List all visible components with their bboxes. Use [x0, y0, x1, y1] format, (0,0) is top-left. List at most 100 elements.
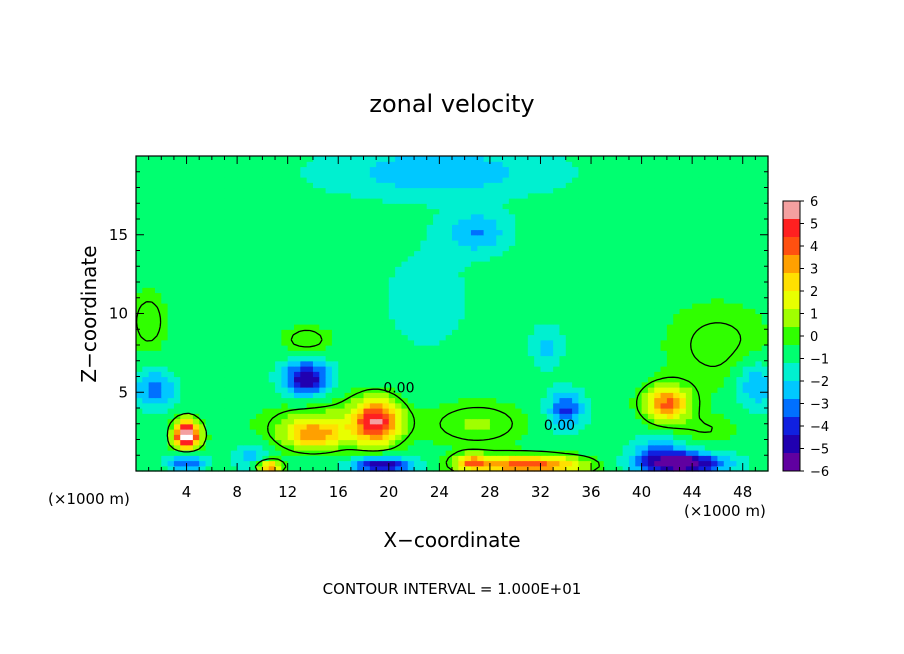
- heatmap-cell: [414, 455, 421, 462]
- heatmap-cell: [395, 303, 403, 309]
- heatmap-cell: [331, 261, 339, 267]
- heatmap-cell: [654, 213, 662, 220]
- heatmap-cell: [154, 240, 162, 246]
- heatmap-cell: [654, 460, 662, 467]
- heatmap-cell: [591, 392, 598, 399]
- heatmap-cell: [749, 376, 756, 383]
- heatmap-cell: [540, 266, 548, 273]
- heatmap-cell: [698, 366, 706, 372]
- heatmap-cell: [224, 266, 232, 273]
- heatmap-cell: [249, 460, 257, 467]
- heatmap-cell: [300, 213, 308, 220]
- heatmap-cell: [243, 271, 251, 278]
- heatmap-cell: [685, 313, 693, 320]
- heatmap-cell: [622, 392, 630, 399]
- heatmap-cell: [407, 276, 415, 283]
- heatmap-cell: [685, 423, 693, 430]
- heatmap-cell: [540, 392, 548, 399]
- heatmap-cell: [515, 339, 523, 346]
- heatmap-cell: [249, 371, 257, 378]
- heatmap-cell: [136, 282, 143, 288]
- heatmap-cell: [717, 250, 725, 257]
- heatmap-cell: [496, 271, 504, 278]
- heatmap-cell: [534, 376, 542, 383]
- heatmap-cell: [546, 213, 554, 220]
- heatmap-cell: [692, 318, 700, 325]
- heatmap-cell: [641, 282, 649, 288]
- heatmap-cell: [237, 418, 245, 425]
- heatmap-cell: [464, 234, 472, 241]
- heatmap-cell: [142, 366, 150, 372]
- heatmap-cell: [382, 208, 390, 215]
- heatmap-cell: [192, 287, 200, 294]
- heatmap-cell: [312, 455, 320, 462]
- heatmap-cell: [154, 334, 162, 341]
- heatmap-cell: [325, 439, 333, 446]
- heatmap-cell: [294, 397, 301, 404]
- heatmap-cell: [420, 371, 428, 378]
- heatmap-cell: [610, 465, 617, 472]
- heatmap-cell: [470, 297, 478, 304]
- heatmap-cell: [591, 303, 598, 309]
- heatmap-cell: [470, 224, 478, 231]
- heatmap-cell: [477, 339, 485, 346]
- heatmap-cell: [319, 465, 327, 472]
- heatmap-cell: [515, 219, 523, 225]
- heatmap-cell: [420, 408, 428, 414]
- heatmap-cell: [325, 219, 333, 225]
- heatmap-cell: [489, 308, 497, 315]
- heatmap-cell: [704, 240, 712, 246]
- heatmap-cell: [401, 376, 409, 383]
- heatmap-cell: [256, 234, 263, 241]
- heatmap-cell: [546, 402, 554, 409]
- heatmap-cell: [224, 318, 232, 325]
- heatmap-cell: [502, 292, 510, 299]
- heatmap-cell: [142, 371, 150, 378]
- heatmap-cell: [300, 397, 308, 404]
- heatmap-cell: [211, 297, 219, 304]
- heatmap-cell: [357, 408, 365, 414]
- heatmap-cell: [496, 350, 504, 357]
- heatmap-cell: [597, 371, 605, 378]
- heatmap-cell: [192, 392, 200, 399]
- heatmap-cell: [199, 350, 207, 357]
- heatmap-cell: [597, 297, 605, 304]
- heatmap-cell: [761, 250, 769, 257]
- heatmap-cell: [597, 387, 605, 393]
- heatmap-cell: [603, 371, 611, 378]
- heatmap-cell: [540, 402, 548, 409]
- heatmap-cell: [477, 423, 485, 430]
- heatmap-cell: [452, 245, 459, 252]
- heatmap-cell: [489, 366, 497, 372]
- heatmap-cell: [521, 376, 529, 383]
- heatmap-cell: [148, 303, 156, 309]
- heatmap-cell: [211, 455, 219, 462]
- heatmap-cell: [572, 439, 579, 446]
- heatmap-cell: [673, 213, 681, 220]
- heatmap-cell: [262, 355, 270, 362]
- heatmap-cell: [186, 350, 194, 357]
- heatmap-cell: [755, 276, 763, 283]
- heatmap-cell: [496, 387, 504, 393]
- heatmap-cell: [704, 245, 712, 252]
- heatmap-cell: [540, 261, 548, 267]
- heatmap-cell: [262, 303, 270, 309]
- heatmap-cell: [319, 439, 327, 446]
- heatmap-cell: [344, 366, 352, 372]
- heatmap-cell: [325, 465, 333, 472]
- heatmap-cell: [546, 408, 554, 414]
- heatmap-cell: [572, 376, 579, 383]
- heatmap-cell: [647, 355, 655, 362]
- heatmap-cell: [350, 261, 358, 267]
- heatmap-cell: [540, 418, 548, 425]
- heatmap-cell: [628, 450, 636, 456]
- heatmap-cell: [357, 292, 365, 299]
- heatmap-cell: [546, 465, 554, 472]
- heatmap-cell: [376, 292, 384, 299]
- heatmap-cell: [192, 339, 200, 346]
- heatmap-cell: [584, 376, 592, 383]
- heatmap-cell: [369, 371, 377, 378]
- heatmap-cell: [186, 423, 194, 430]
- heatmap-cell: [515, 371, 523, 378]
- heatmap-cell: [281, 450, 289, 456]
